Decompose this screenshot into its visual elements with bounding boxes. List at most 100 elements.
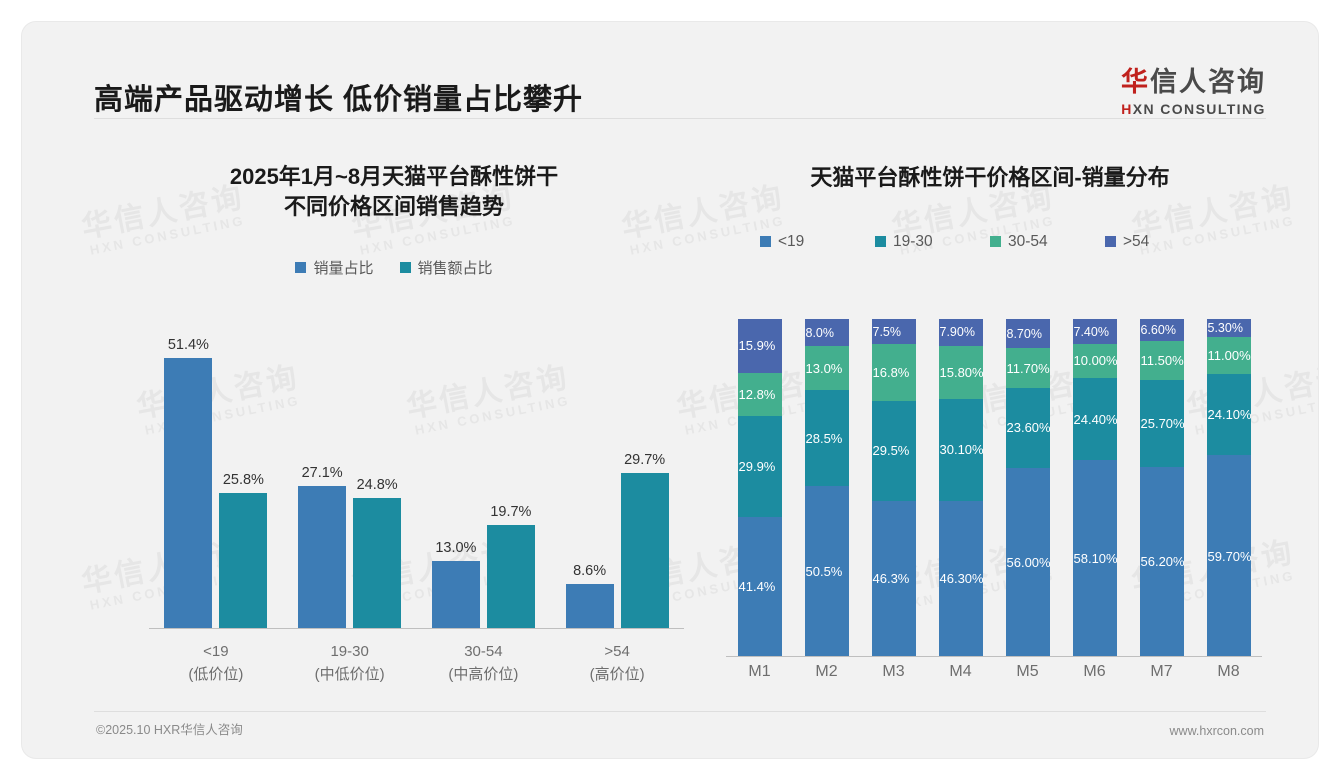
- stacked-bar-segment[interactable]: 10.00%: [1072, 344, 1118, 378]
- legend-item-right-3[interactable]: >54: [1105, 233, 1220, 251]
- stacked-bar-segment[interactable]: 23.60%: [1005, 387, 1051, 468]
- stacked-bar-column[interactable]: 8.0% 13.0% 28.5% 50.5%: [793, 319, 860, 657]
- stacked-bar-segment[interactable]: 12.8%: [737, 372, 782, 416]
- segment-value-label: 24.10%: [1207, 407, 1252, 423]
- stacked-bar-segment[interactable]: 46.3%: [871, 500, 916, 658]
- stacked-bar[interactable]: 6.60% 11.50% 25.70% 56.20%: [1139, 319, 1185, 657]
- bar-column[interactable]: 13.0%: [431, 334, 480, 629]
- bar-column[interactable]: 19.7%: [486, 334, 535, 629]
- logo-en-rest: XN CONSULTING: [1132, 101, 1266, 117]
- stacked-bar[interactable]: 7.90% 15.80% 30.10% 46.30%: [938, 319, 984, 657]
- stacked-bar-segment[interactable]: 50.5%: [804, 486, 849, 657]
- x-axis-tick-label: 19-30 (中低价位): [283, 631, 417, 687]
- stacked-bar-column[interactable]: 7.90% 15.80% 30.10% 46.30%: [927, 319, 994, 657]
- stacked-bar-column[interactable]: 7.40% 10.00% 24.40% 58.10%: [1061, 319, 1128, 657]
- bar-rect[interactable]: [298, 486, 347, 629]
- segment-value-label: 25.70%: [1140, 416, 1185, 432]
- legend-color-swatch-icon: [990, 236, 1001, 248]
- legend-item-right-2[interactable]: 30-54: [990, 233, 1105, 251]
- stacked-bar-column[interactable]: 5.30% 11.00% 24.10% 59.70%: [1195, 319, 1262, 657]
- left-chart-panel: 2025年1月~8月天猫平台酥性饼干 不同价格区间销售趋势 销量占比 销售额占比 …: [94, 144, 694, 709]
- bar-value-label: 19.7%: [490, 504, 532, 521]
- stacked-bar-segment[interactable]: 7.40%: [1072, 319, 1117, 344]
- stacked-bar-segment[interactable]: 59.70%: [1206, 455, 1252, 657]
- bar-value-label: 8.6%: [573, 562, 607, 579]
- stacked-bar[interactable]: 7.5% 16.8% 29.5% 46.3%: [871, 319, 916, 658]
- bar-value-label: 29.7%: [624, 451, 666, 468]
- stacked-bar-segment[interactable]: 56.00%: [1005, 467, 1051, 657]
- x-axis-tick-sub: (高价位): [589, 665, 645, 683]
- stacked-bar-segment[interactable]: 15.80%: [938, 345, 984, 400]
- legend-item-right-0[interactable]: <19: [760, 233, 875, 251]
- bar-rect[interactable]: [353, 498, 402, 629]
- stacked-bar-segment[interactable]: 8.0%: [804, 319, 849, 347]
- legend-item-left-1[interactable]: 销售额占比: [399, 257, 493, 278]
- stacked-bar-segment[interactable]: 41.4%: [737, 517, 782, 657]
- legend-label: 19-30: [893, 232, 933, 250]
- stacked-bar-column[interactable]: 6.60% 11.50% 25.70% 56.20%: [1128, 319, 1195, 657]
- stacked-bar-segment[interactable]: 11.00%: [1206, 336, 1251, 375]
- stacked-bar-segment[interactable]: 8.70%: [1005, 319, 1050, 349]
- stacked-bar[interactable]: 8.0% 13.0% 28.5% 50.5%: [804, 319, 849, 657]
- x-axis-tick-label: M4: [949, 663, 972, 680]
- stacked-bar[interactable]: 5.30% 11.00% 24.10% 59.70%: [1206, 319, 1252, 657]
- logo-en-red-char: H: [1121, 101, 1133, 117]
- bar-rect[interactable]: [620, 472, 669, 629]
- segment-value-label: 10.00%: [1073, 353, 1118, 369]
- stacked-bar-segment[interactable]: 16.8%: [871, 344, 916, 402]
- stacked-bar-segment[interactable]: 6.60%: [1139, 319, 1184, 342]
- x-axis-tick-main: <19: [203, 643, 229, 660]
- stacked-bar-segment[interactable]: 30.10%: [938, 399, 984, 501]
- segment-value-label: 46.3%: [872, 571, 910, 587]
- segment-value-label: 24.40%: [1073, 411, 1118, 427]
- legend-label: 销售额占比: [417, 260, 493, 278]
- stacked-bar-segment[interactable]: 15.9%: [737, 319, 782, 373]
- bar-rect[interactable]: [164, 358, 213, 629]
- bar-rect[interactable]: [431, 560, 480, 629]
- bar-rect[interactable]: [486, 525, 535, 629]
- stacked-bar-column[interactable]: 7.5% 16.8% 29.5% 46.3%: [860, 319, 927, 658]
- stacked-bar-segment[interactable]: 25.70%: [1139, 380, 1185, 468]
- stacked-bar-segment[interactable]: 11.50%: [1139, 341, 1184, 381]
- bar-rect[interactable]: [565, 583, 614, 629]
- bar-rect[interactable]: [219, 493, 268, 629]
- stacked-bar-segment[interactable]: 24.10%: [1206, 374, 1252, 456]
- slide-header: 高端产品驱动增长 低价销量占比攀升 华信人咨询 HXN CONSULTING: [22, 22, 1318, 118]
- right-chart-plot-area: 15.9% 12.8% 29.9% 41.4% 8.0% 13.0% 28.5% 50.5% 7…: [726, 319, 1262, 658]
- left-chart-title-line1: 2025年1月~8月天猫平台酥性饼干: [229, 164, 559, 189]
- x-axis-tick-label: M5: [1016, 663, 1039, 680]
- stacked-bar-segment[interactable]: 56.20%: [1139, 467, 1185, 657]
- stacked-bar-segment[interactable]: 24.40%: [1072, 377, 1118, 461]
- right-stacked-bar-chart: 15.9% 12.8% 29.9% 41.4% 8.0% 13.0% 28.5% 50.5% 7…: [712, 319, 1268, 709]
- stacked-bar-segment[interactable]: 29.9%: [737, 415, 782, 518]
- stacked-bar[interactable]: 7.40% 10.00% 24.40% 58.10%: [1072, 319, 1118, 657]
- stacked-bar-segment[interactable]: 29.5%: [871, 401, 916, 501]
- stacked-bar[interactable]: 8.70% 11.70% 23.60% 56.00%: [1005, 319, 1051, 657]
- stacked-bar-column[interactable]: 8.70% 11.70% 23.60% 56.00%: [994, 319, 1061, 657]
- stacked-bar-segment[interactable]: 13.0%: [804, 346, 849, 390]
- x-axis-tick-label: M8: [1217, 663, 1240, 680]
- stacked-bar-segment[interactable]: 5.30%: [1206, 319, 1251, 337]
- bar-column[interactable]: 24.8%: [353, 334, 402, 629]
- segment-value-label: 29.5%: [872, 443, 910, 459]
- stacked-bar-segment[interactable]: 58.10%: [1072, 460, 1118, 657]
- bar-column[interactable]: 25.8%: [219, 334, 268, 629]
- stacked-bar-segment[interactable]: 28.5%: [804, 389, 849, 487]
- bar-column[interactable]: 27.1%: [298, 334, 347, 629]
- legend-item-right-1[interactable]: 19-30: [875, 233, 990, 251]
- bar-column[interactable]: 51.4%: [164, 334, 213, 629]
- stacked-bar-segment[interactable]: 11.70%: [1005, 348, 1050, 388]
- legend-item-left-0[interactable]: 销量占比: [295, 257, 374, 278]
- stacked-bar-segment[interactable]: 7.90%: [938, 319, 983, 346]
- x-axis-tick-label: M3: [882, 663, 905, 680]
- stacked-bar-column[interactable]: 15.9% 12.8% 29.9% 41.4%: [726, 319, 793, 657]
- legend-color-swatch-icon: [399, 262, 411, 274]
- stacked-bar-segment[interactable]: 7.5%: [871, 319, 916, 345]
- stacked-bar[interactable]: 15.9% 12.8% 29.9% 41.4%: [737, 319, 782, 657]
- x-axis-tick-sub: (中低价位): [314, 665, 385, 683]
- bar-column[interactable]: 29.7%: [620, 334, 669, 629]
- stacked-bar-segment[interactable]: 46.30%: [938, 500, 984, 657]
- x-axis-tick-label: >54 (高价位): [550, 631, 684, 687]
- bar-column[interactable]: 8.6%: [565, 334, 614, 629]
